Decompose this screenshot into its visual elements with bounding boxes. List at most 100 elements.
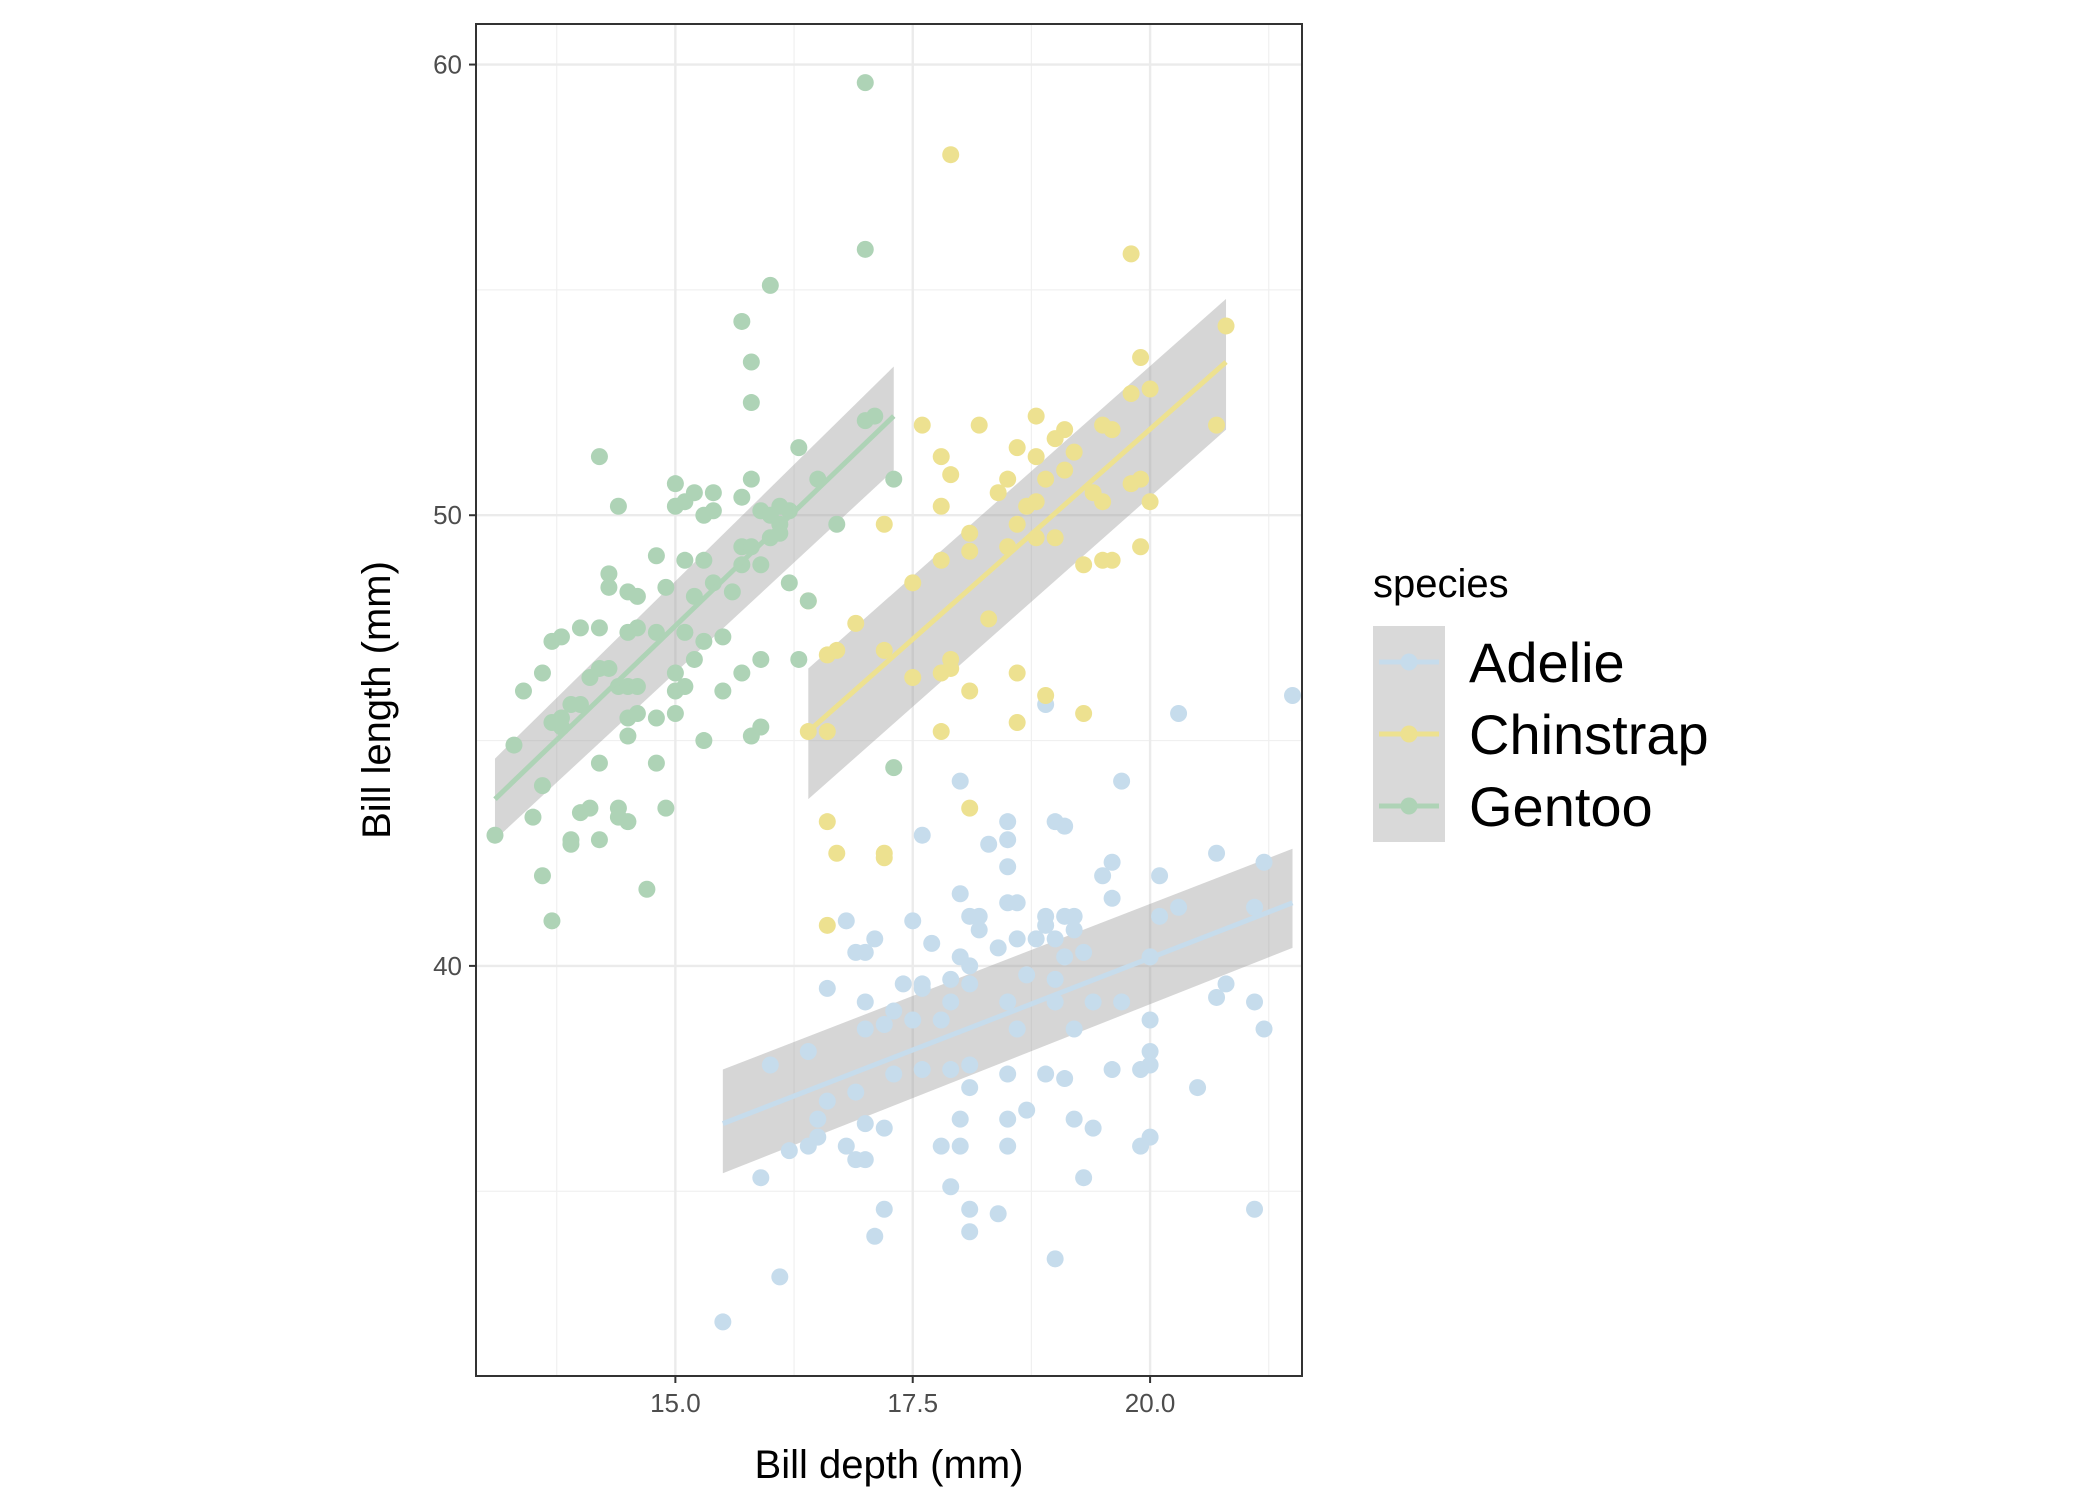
data-point-adelie [999,1137,1017,1155]
data-point-adelie [1208,844,1226,862]
x-tick-label: 17.5 [887,1388,938,1418]
data-point-adelie [932,1137,950,1155]
data-point-gentoo [533,777,551,795]
data-point-gentoo [647,709,665,727]
data-point-gentoo [742,353,760,371]
data-point-adelie [1018,1101,1036,1119]
data-point-gentoo [714,682,732,700]
data-point-chinstrap [942,146,960,164]
data-point-chinstrap [942,466,960,484]
data-point-chinstrap [932,551,950,569]
data-point-adelie [999,831,1017,849]
panel-background [476,24,1302,1376]
data-point-adelie [847,1083,865,1101]
data-point-adelie [904,912,922,930]
data-point-chinstrap [818,916,836,934]
data-point-chinstrap [913,416,931,434]
data-point-chinstrap [1132,538,1150,556]
data-point-adelie [999,1110,1017,1128]
data-point-gentoo [552,709,570,727]
data-point-gentoo [799,592,817,610]
data-point-gentoo [723,583,741,601]
legend-key-point-adelie [1400,653,1418,671]
data-point-adelie [1056,1070,1074,1088]
data-point-adelie [942,1178,960,1196]
data-point-gentoo [533,867,551,885]
data-point-adelie [1056,948,1074,966]
data-point-gentoo [628,587,646,605]
data-point-gentoo [514,682,532,700]
data-point-adelie [1246,898,1264,916]
data-point-adelie [961,975,979,993]
data-point-chinstrap [980,610,998,628]
data-point-chinstrap [970,416,988,434]
data-point-chinstrap [1141,493,1159,511]
x-axis-title: Bill depth (mm) [755,1443,1024,1487]
data-point-adelie [856,943,874,961]
data-points [486,74,1302,1331]
y-axis: 40 50 60 [433,50,476,981]
data-point-gentoo [856,240,874,258]
data-point-adelie [818,1092,836,1110]
data-point-chinstrap [1037,686,1055,704]
grid [476,24,1302,1376]
data-point-adelie [1037,1065,1055,1083]
data-point-adelie [1113,772,1131,790]
data-point-adelie [989,1205,1007,1223]
data-point-gentoo [590,754,608,772]
data-point-chinstrap [1122,385,1140,403]
data-point-gentoo [600,659,618,677]
data-point-adelie [1008,894,1026,912]
data-point-adelie [818,979,836,997]
data-point-gentoo [695,551,713,569]
data-point-gentoo [676,677,694,695]
data-point-adelie [1075,943,1093,961]
data-point-adelie [1037,907,1055,925]
data-point-gentoo [543,912,561,930]
data-point-adelie [714,1313,732,1331]
data-point-chinstrap [1046,529,1064,547]
data-point-chinstrap [828,641,846,659]
data-point-adelie [951,948,969,966]
data-point-adelie [951,1137,969,1155]
data-point-adelie [1103,853,1121,871]
data-point-gentoo [761,276,779,294]
data-point-adelie [885,1065,903,1083]
data-point-adelie [1094,867,1112,885]
data-point-gentoo [647,754,665,772]
data-point-chinstrap [875,641,893,659]
data-point-chinstrap [818,813,836,831]
data-point-gentoo [505,736,523,754]
data-point-adelie [1103,889,1121,907]
data-point-gentoo [885,470,903,488]
data-point-adelie [1113,993,1131,1011]
fit-line-adelie [721,900,1294,1126]
data-point-adelie [1027,930,1045,948]
data-point-gentoo [828,515,846,533]
data-point-adelie [1170,705,1188,723]
data-point-adelie [866,930,884,948]
legend-key-point-gentoo [1400,797,1418,815]
data-point-chinstrap [1094,493,1112,511]
data-point-adelie [999,993,1017,1011]
data-point-adelie [856,1151,874,1169]
data-point-adelie [1208,988,1226,1006]
data-point-chinstrap [1075,705,1093,723]
legend-key-point-chinstrap [1400,725,1418,743]
data-point-chinstrap [1008,714,1026,732]
y-tick-label: 60 [433,50,462,80]
data-point-gentoo [695,732,713,750]
data-point-adelie [1018,966,1036,984]
data-point-adelie [1189,1079,1207,1097]
data-point-adelie [894,975,912,993]
data-point-gentoo [752,650,770,668]
data-point-adelie [875,1015,893,1033]
legend: species Adelie Chinstrap Gentoo [1373,562,1709,842]
data-point-chinstrap [1037,470,1055,488]
data-point-adelie [1255,853,1273,871]
data-point-chinstrap [1141,380,1159,398]
data-point-adelie [913,1061,931,1079]
data-point-gentoo [685,650,703,668]
data-point-chinstrap [1103,551,1121,569]
